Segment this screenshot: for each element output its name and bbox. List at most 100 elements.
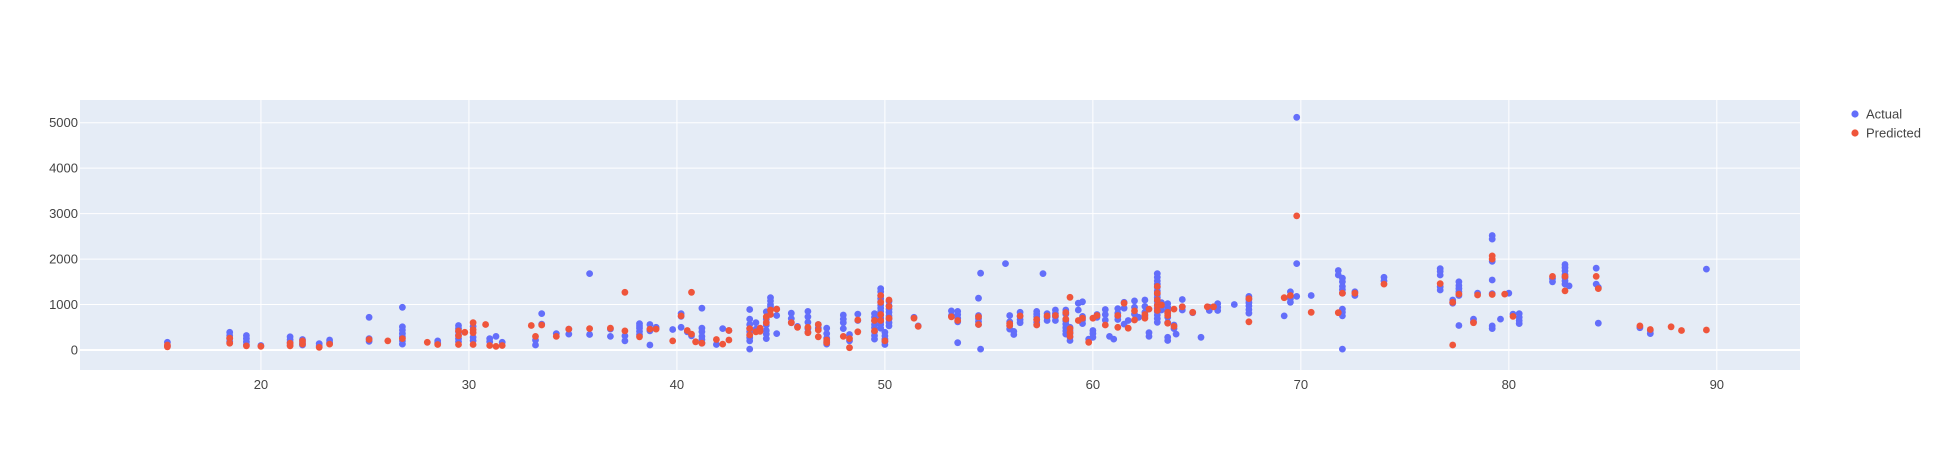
data-point-actual[interactable] [1488, 325, 1496, 332]
data-point-actual[interactable] [839, 325, 847, 332]
data-point-actual[interactable] [1141, 296, 1149, 304]
data-point-predicted[interactable] [910, 314, 918, 322]
data-point-predicted[interactable] [814, 333, 822, 341]
data-point-predicted[interactable] [746, 331, 754, 339]
data-point-actual[interactable] [1153, 318, 1161, 326]
data-point-predicted[interactable] [652, 325, 660, 333]
data-point-predicted[interactable] [1189, 308, 1197, 316]
data-point-predicted[interactable] [1488, 291, 1496, 298]
data-point-predicted[interactable] [1158, 301, 1165, 309]
data-point-actual[interactable] [719, 325, 727, 332]
data-point-actual[interactable] [752, 319, 760, 327]
data-point-predicted[interactable] [948, 313, 955, 321]
data-point-actual[interactable] [885, 322, 893, 330]
data-point-predicted[interactable] [767, 311, 774, 318]
data-point-predicted[interactable] [1079, 314, 1086, 322]
data-point-predicted[interactable] [1380, 280, 1388, 288]
data-point-actual[interactable] [1178, 296, 1186, 303]
data-point-actual[interactable] [1280, 312, 1288, 320]
data-point-actual[interactable] [1230, 301, 1238, 308]
data-point-actual[interactable] [1549, 278, 1556, 286]
data-point-predicted[interactable] [677, 312, 685, 320]
data-point-predicted[interactable] [692, 338, 699, 346]
data-point-predicted[interactable] [954, 317, 962, 324]
data-point-actual[interactable] [1515, 320, 1523, 327]
data-point-actual[interactable] [1006, 312, 1014, 319]
data-point-actual[interactable] [1455, 322, 1463, 329]
data-point-predicted[interactable] [698, 339, 706, 347]
data-point-predicted[interactable] [1120, 299, 1128, 307]
data-point-predicted[interactable] [854, 328, 862, 336]
data-point-predicted[interactable] [621, 288, 629, 296]
data-point-predicted[interactable] [1124, 324, 1132, 332]
data-point-predicted[interactable] [839, 333, 847, 340]
data-point-predicted[interactable] [423, 338, 431, 346]
data-point-predicted[interactable] [846, 344, 853, 352]
data-point-actual[interactable] [1293, 293, 1301, 300]
data-point-predicted[interactable] [455, 341, 462, 348]
data-point-actual[interactable] [365, 313, 373, 321]
data-point-predicted[interactable] [1501, 290, 1509, 298]
data-point-predicted[interactable] [469, 319, 477, 327]
data-point-predicted[interactable] [877, 298, 885, 306]
data-point-predicted[interactable] [1449, 341, 1457, 349]
data-point-predicted[interactable] [814, 326, 822, 334]
data-point-predicted[interactable] [1436, 280, 1444, 287]
data-point-predicted[interactable] [1351, 289, 1359, 297]
data-point-predicted[interactable] [1636, 322, 1644, 330]
data-point-predicted[interactable] [226, 334, 234, 342]
data-point-predicted[interactable] [434, 341, 442, 348]
data-point-predicted[interactable] [1164, 312, 1172, 319]
data-point-predicted[interactable] [762, 319, 770, 327]
data-point-predicted[interactable] [469, 341, 477, 348]
data-point-actual[interactable] [646, 341, 654, 349]
data-point-predicted[interactable] [713, 336, 720, 343]
data-point-predicted[interactable] [326, 340, 333, 348]
data-point-predicted[interactable] [846, 335, 853, 342]
data-point-predicted[interactable] [1062, 309, 1070, 317]
data-point-predicted[interactable] [1474, 291, 1481, 299]
data-point-actual[interactable] [871, 335, 878, 343]
data-point-actual[interactable] [1592, 264, 1600, 272]
data-point-predicted[interactable] [1293, 212, 1301, 220]
data-point-actual[interactable] [1565, 282, 1573, 290]
data-point-predicted[interactable] [787, 319, 795, 327]
data-point-actual[interactable] [804, 318, 812, 326]
data-point-actual[interactable] [586, 270, 593, 277]
data-point-predicted[interactable] [1145, 305, 1153, 313]
data-point-predicted[interactable] [164, 343, 171, 351]
data-point-predicted[interactable] [773, 305, 781, 313]
data-point-predicted[interactable] [621, 327, 629, 335]
data-point-actual[interactable] [1164, 337, 1172, 344]
data-point-actual[interactable] [1703, 265, 1710, 273]
data-point-predicted[interactable] [885, 303, 893, 310]
data-point-actual[interactable] [1079, 298, 1086, 306]
data-point-predicted[interactable] [461, 328, 469, 336]
data-point-predicted[interactable] [877, 317, 885, 324]
data-point-predicted[interactable] [1339, 289, 1346, 297]
data-point-actual[interactable] [1110, 335, 1118, 343]
data-point-predicted[interactable] [823, 339, 831, 347]
data-point-actual[interactable] [1131, 297, 1138, 305]
data-point-predicted[interactable] [482, 321, 489, 328]
data-point-predicted[interactable] [756, 328, 764, 335]
data-point-predicted[interactable] [1703, 326, 1710, 334]
data-point-actual[interactable] [746, 337, 754, 345]
data-point-predicted[interactable] [877, 292, 885, 299]
data-point-predicted[interactable] [1203, 303, 1211, 311]
data-point-predicted[interactable] [538, 321, 546, 329]
data-point-actual[interactable] [1293, 113, 1301, 121]
data-point-actual[interactable] [977, 345, 984, 353]
data-point-actual[interactable] [1488, 235, 1496, 243]
data-point-predicted[interactable] [226, 339, 234, 347]
data-point-predicted[interactable] [532, 333, 539, 340]
data-point-actual[interactable] [746, 345, 754, 353]
data-point-predicted[interactable] [384, 337, 392, 345]
data-point-actual[interactable] [787, 309, 795, 317]
data-point-actual[interactable] [677, 323, 685, 331]
legend-item-predicted[interactable]: Predicted [1851, 126, 1921, 141]
data-point-actual[interactable] [746, 306, 754, 313]
data-point-predicted[interactable] [1006, 322, 1014, 329]
data-point-predicted[interactable] [1085, 338, 1093, 346]
data-point-actual[interactable] [492, 333, 500, 340]
